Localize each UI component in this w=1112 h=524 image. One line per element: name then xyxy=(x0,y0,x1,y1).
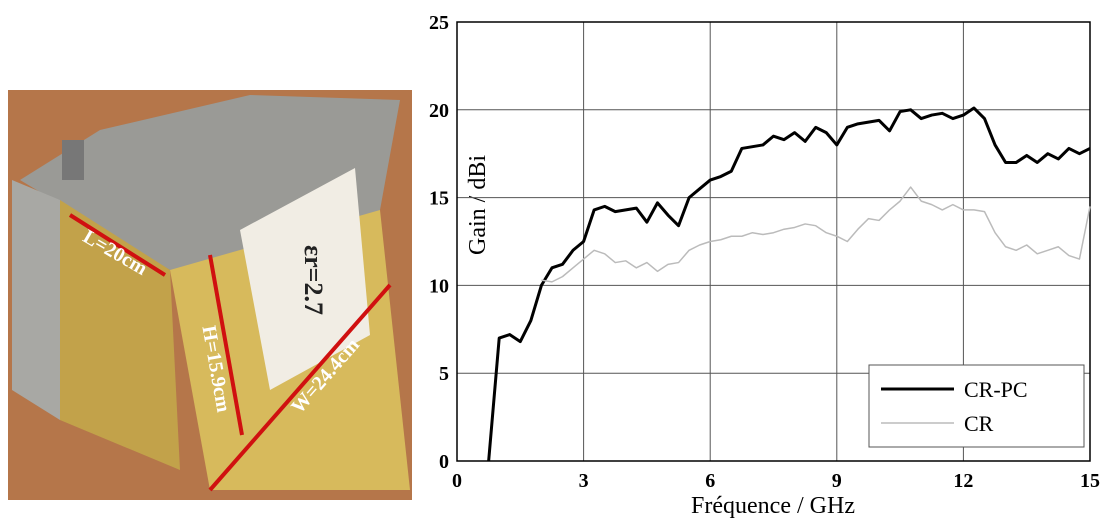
y-tick-label: 5 xyxy=(439,363,449,385)
arrow-h xyxy=(208,254,244,436)
arrow-w xyxy=(208,283,392,492)
y-tick-label: 10 xyxy=(429,275,449,297)
data-line xyxy=(487,106,1091,462)
data-line xyxy=(541,186,1091,283)
x-tick-label: 15 xyxy=(1080,470,1100,492)
y-tick-label: 25 xyxy=(429,12,449,34)
arrow-l xyxy=(68,213,167,277)
legend-box xyxy=(868,364,1085,448)
y-axis-label: Gain / dBi xyxy=(465,155,491,255)
y-tick-label: 20 xyxy=(429,100,449,122)
x-tick-label: 3 xyxy=(579,470,589,492)
x-tick-label: 6 xyxy=(705,470,715,492)
x-tick-label: 0 xyxy=(452,470,462,492)
x-tick-label: 12 xyxy=(953,470,973,492)
waveguide xyxy=(12,180,60,420)
connector xyxy=(62,140,84,180)
plot-frame xyxy=(456,21,1091,462)
y-tick-label: 0 xyxy=(439,451,449,473)
x-tick-label: 9 xyxy=(832,470,842,492)
x-axis-label: Fréquence / GHz xyxy=(691,493,855,519)
photo: L=20cm H=15.9cm W=24.4cm εr=2.7 xyxy=(8,90,412,500)
photo-label: εr=2.7 xyxy=(299,245,328,315)
legend-label: CR-PC xyxy=(964,377,1028,402)
legend-label: CR xyxy=(964,411,994,436)
y-tick-label: 15 xyxy=(429,188,449,210)
dielectric-block xyxy=(240,168,370,390)
